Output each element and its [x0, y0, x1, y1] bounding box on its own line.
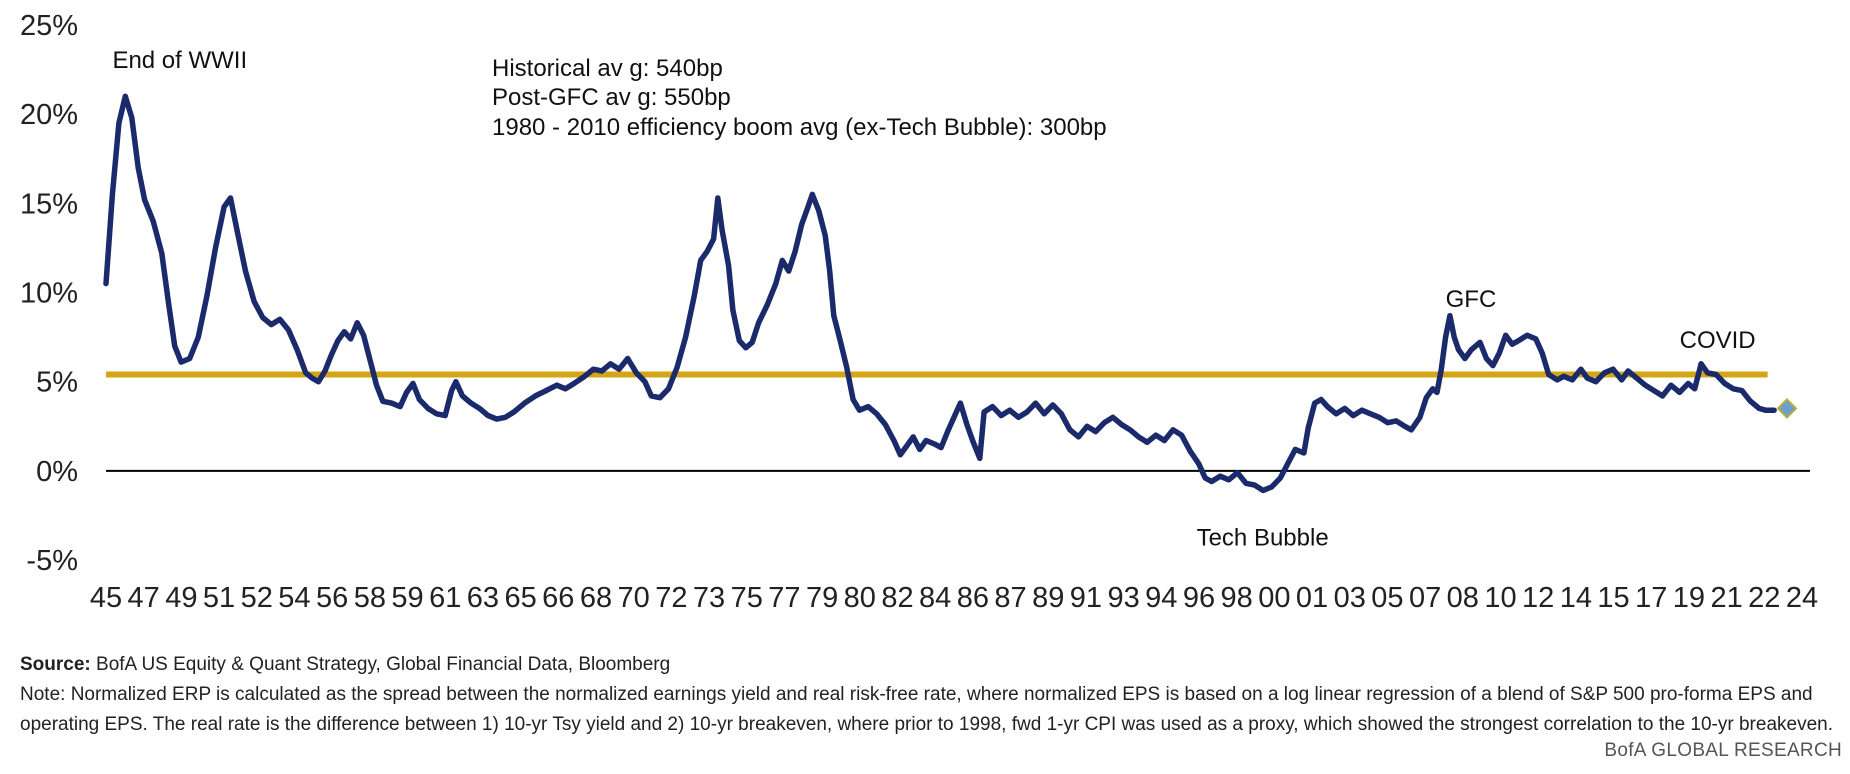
x-tick-label: 15 — [1597, 582, 1629, 614]
x-tick-label: 70 — [618, 582, 650, 614]
annotation-label: End of WWII — [112, 47, 247, 74]
x-tick-label: 80 — [844, 582, 876, 614]
x-tick-label: 05 — [1371, 582, 1403, 614]
y-axis-ticks: 25% 20% 15% 10% 5% 0% -5% — [20, 10, 78, 577]
x-tick-label: 08 — [1447, 582, 1479, 614]
x-tick-label: 84 — [919, 582, 951, 614]
x-tick-label: 14 — [1560, 582, 1592, 614]
chart-footer: Source: BofA US Equity & Quant Strategy,… — [20, 650, 1840, 740]
x-tick-label: 89 — [1032, 582, 1064, 614]
x-tick-label: 61 — [429, 582, 461, 614]
x-tick-label: 10 — [1484, 582, 1516, 614]
annotation-label: Tech Bubble — [1197, 525, 1329, 552]
x-tick-label: 03 — [1334, 582, 1366, 614]
x-tick-label: 17 — [1635, 582, 1667, 614]
info-line-historical: Historical av g: 540bp — [492, 55, 723, 82]
x-tick-label: 79 — [806, 582, 838, 614]
y-tick-label: 5% — [36, 367, 78, 399]
x-tick-label: 87 — [994, 582, 1026, 614]
brand-label: BofA GLOBAL RESEARCH — [1604, 740, 1842, 761]
info-line-efficiency-boom: 1980 - 2010 efficiency boom avg (ex-Tech… — [492, 114, 1107, 141]
info-line-post-gfc: Post-GFC av g: 550bp — [492, 84, 731, 111]
y-tick-label: 15% — [20, 188, 78, 220]
latest-value-marker — [1776, 398, 1798, 419]
x-tick-label: 96 — [1183, 582, 1215, 614]
methodology-note: Note: Normalized ERP is calculated as th… — [20, 684, 1833, 735]
x-tick-label: 22 — [1748, 582, 1780, 614]
y-tick-label: 10% — [20, 278, 78, 310]
x-tick-label: 12 — [1522, 582, 1554, 614]
x-tick-label: 93 — [1107, 582, 1139, 614]
annotation-label: GFC — [1446, 286, 1497, 313]
y-tick-label: -5% — [26, 545, 78, 577]
x-tick-label: 52 — [241, 582, 273, 614]
x-tick-label: 47 — [128, 582, 160, 614]
x-tick-label: 45 — [90, 582, 122, 614]
annotation-label: COVID — [1680, 327, 1756, 354]
x-tick-label: 63 — [467, 582, 499, 614]
x-tick-label: 68 — [580, 582, 612, 614]
normalized-erp-series-line — [103, 93, 1777, 494]
x-tick-label: 49 — [165, 582, 197, 614]
x-tick-label: 51 — [203, 582, 235, 614]
x-tick-label: 01 — [1296, 582, 1328, 614]
x-tick-label: 00 — [1258, 582, 1290, 614]
x-tick-label: 21 — [1710, 582, 1742, 614]
x-tick-label: 59 — [391, 582, 423, 614]
x-tick-label: 73 — [693, 582, 725, 614]
x-tick-label: 19 — [1673, 582, 1705, 614]
chart-annotations: End of WWII GFC COVID Tech Bubble — [112, 47, 1755, 552]
x-tick-label: 86 — [957, 582, 989, 614]
x-tick-label: 77 — [768, 582, 800, 614]
x-tick-label: 75 — [731, 582, 763, 614]
x-tick-label: 91 — [1070, 582, 1102, 614]
x-tick-label: 56 — [316, 582, 348, 614]
x-tick-label: 58 — [354, 582, 386, 614]
x-tick-label: 24 — [1786, 582, 1818, 614]
source-label: Source: — [20, 654, 91, 675]
source-text: BofA US Equity & Quant Strategy, Global … — [96, 654, 671, 675]
x-tick-label: 94 — [1145, 582, 1177, 614]
erp-line-chart: 25% 20% 15% 10% 5% 0% -5% 45 47 49 51 52 54 56 58 59 61… — [20, 10, 1818, 614]
x-tick-label: 07 — [1409, 582, 1441, 614]
y-tick-label: 25% — [20, 10, 78, 42]
y-tick-label: 20% — [20, 99, 78, 131]
x-tick-label: 66 — [542, 582, 574, 614]
x-tick-label: 72 — [655, 582, 687, 614]
x-axis-ticks: 45 47 49 51 52 54 56 58 59 61 63 65 66 68 70 72 73 75 77 79… — [90, 582, 1818, 614]
x-tick-label: 65 — [504, 582, 536, 614]
y-tick-label: 0% — [36, 456, 78, 488]
x-tick-label: 82 — [881, 582, 913, 614]
x-tick-label: 98 — [1221, 582, 1253, 614]
source-line: Source: BofA US Equity & Quant Strategy,… — [20, 650, 1840, 680]
x-tick-label: 54 — [278, 582, 310, 614]
average-info-text: Historical av g: 540bp Post-GFC av g: 55… — [492, 55, 1107, 141]
